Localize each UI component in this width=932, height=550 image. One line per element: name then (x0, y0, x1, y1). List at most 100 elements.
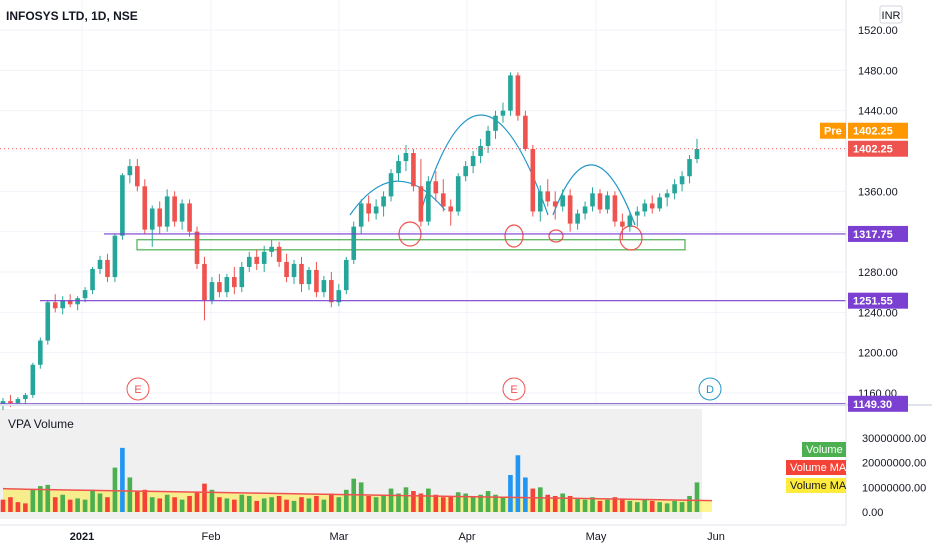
volume-bar (381, 494, 386, 512)
candle (329, 272, 334, 308)
event-marker[interactable]: E (502, 377, 526, 401)
candle-body (463, 166, 468, 177)
candle-body (269, 246, 274, 252)
candle (232, 266, 237, 295)
price-tick-label: 1440.00 (858, 106, 898, 118)
volume-bar (575, 498, 580, 512)
candle (634, 206, 640, 227)
time-tick-label: Jun (707, 531, 725, 543)
volume-bar (82, 499, 88, 512)
candle (291, 259, 297, 285)
volume-legend-label: Volume MA (790, 462, 847, 474)
volume-bar (269, 497, 274, 512)
candle (642, 199, 648, 217)
volume-bar (366, 495, 371, 512)
candle-body (560, 195, 565, 207)
volume-bar (75, 498, 80, 512)
candle (37, 337, 43, 369)
level-tag-text: 1149.30 (853, 399, 892, 411)
candle-body (135, 166, 140, 187)
volume-bar (164, 494, 170, 512)
candle-body (388, 173, 394, 197)
volume-bar (321, 499, 327, 512)
volume-bar (694, 482, 700, 512)
candle (224, 274, 230, 298)
volume-bar (485, 491, 491, 512)
candle (560, 189, 565, 212)
pattern-circle (504, 224, 524, 248)
volume-bar (329, 493, 334, 512)
volume-legend-bg (802, 442, 846, 457)
candle-body (590, 193, 595, 207)
candle-body (373, 206, 379, 214)
candle (343, 256, 349, 295)
chart-title: INFOSYS LTD, 1D, NSE (6, 9, 138, 23)
candle (276, 241, 282, 267)
volume-legend: Volume Volume MA Volume MA (786, 442, 847, 493)
candle-body (545, 191, 551, 202)
candle (605, 191, 610, 214)
volume-bar (343, 489, 349, 512)
candle (463, 161, 468, 182)
event-marker-label: E (510, 384, 517, 396)
candle-body (605, 195, 610, 210)
candle (351, 221, 357, 264)
candle (582, 201, 588, 220)
last-price-tag-text: 1402.25 (853, 144, 893, 156)
candle-body (321, 280, 327, 293)
volume-bar (433, 494, 439, 512)
event-marker-label: D (706, 384, 714, 396)
candle (314, 261, 319, 298)
candle-body (90, 268, 95, 291)
volume-bar (537, 487, 543, 512)
price-axis[interactable]: 1520.001480.001440.001400.001360.001320.… (858, 25, 898, 400)
volume-bar (149, 497, 155, 512)
volume-bar (261, 498, 267, 512)
level-tag-text: 1317.75 (853, 229, 893, 241)
candle-body (23, 395, 28, 400)
event-marker[interactable]: E (126, 377, 150, 401)
volume-bar (687, 495, 692, 512)
candle-body (679, 176, 685, 185)
candle (142, 179, 148, 234)
candle-body (142, 186, 148, 230)
currency-button[interactable]: INR (879, 5, 903, 24)
candle (448, 199, 454, 226)
candle-body (179, 203, 185, 222)
volume-bar (194, 492, 200, 512)
candle-body (411, 153, 416, 187)
candle-body (634, 211, 640, 216)
candle (440, 179, 446, 212)
candle (381, 191, 386, 217)
candle (97, 255, 103, 275)
volume-title: VPA Volume (8, 417, 74, 431)
time-axis[interactable]: 2021 Feb Mar Apr May Jun (70, 531, 725, 543)
event-marker[interactable]: D (698, 377, 722, 401)
volume-axis[interactable]: 30000000.00 20000000.00 10000000.00 0.00 (862, 433, 926, 519)
candle (209, 277, 215, 305)
level-tag-bg (848, 292, 908, 309)
candle-body (112, 235, 118, 278)
candle-body (52, 302, 58, 309)
volume-bar (67, 499, 73, 512)
candle (149, 205, 155, 247)
volume-bar (388, 488, 394, 512)
volume-bar (657, 502, 663, 512)
candle (194, 226, 200, 269)
candle (411, 148, 416, 192)
candle-body (239, 266, 245, 288)
candle-body (649, 203, 655, 209)
candle (306, 266, 312, 291)
pre-market-value-bg (848, 122, 908, 139)
candle (321, 276, 327, 298)
candle (515, 72, 521, 121)
volume-bar (470, 495, 476, 512)
volume-bar (30, 489, 36, 512)
volume-legend-item: Volume (802, 442, 846, 457)
candle (112, 233, 118, 283)
volume-bar (418, 493, 424, 512)
candle-body (627, 215, 633, 227)
candle (30, 362, 36, 399)
price-tick-label: 1200.00 (858, 348, 898, 360)
volume-bar (612, 497, 618, 512)
